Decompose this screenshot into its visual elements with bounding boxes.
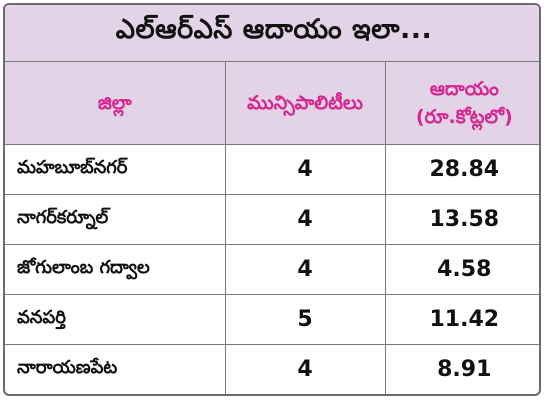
municipalities-cell: 4 [224, 244, 386, 295]
table-title: ఎల్ఆర్ఎస్ ఆదాయం ఇలా... [5, 5, 539, 62]
municipalities-cell: 4 [224, 194, 386, 245]
column-header-revenue: ఆదాయం (రూ.కోట్లలో) [384, 61, 539, 145]
table-row: జోగులాంబ గద్వాల 4 4.58 [5, 244, 539, 295]
table-row: మహబూబ్‌నగర్ 4 28.84 [5, 144, 539, 195]
revenue-cell: 8.91 [384, 344, 539, 394]
column-header-revenue-label: ఆదాయం [429, 77, 499, 100]
district-cell: జోగులాంబ గద్వాల [5, 244, 226, 295]
district-cell: నాగర్‌కర్నూల్ [5, 194, 226, 245]
title-row: ఎల్ఆర్ఎస్ ఆదాయం ఇలా... [5, 5, 539, 62]
revenue-cell: 28.84 [384, 144, 539, 195]
district-cell: మహబూబ్‌నగర్ [5, 144, 226, 195]
municipalities-cell: 5 [224, 294, 386, 345]
table-row: నాగర్‌కర్నూల్ 4 13.58 [5, 194, 539, 245]
revenue-cell: 11.42 [384, 294, 539, 345]
district-cell: వనపర్తి [5, 294, 226, 345]
revenue-cell: 4.58 [384, 244, 539, 295]
header-row: జిల్లా మున్సిపాలిటీలు ఆదాయం (రూ.కోట్లలో) [5, 61, 539, 145]
table-row: నారాయణపేట 4 8.91 [5, 344, 539, 394]
revenue-cell: 13.58 [384, 194, 539, 245]
municipalities-cell: 4 [224, 144, 386, 195]
lrs-revenue-table: ఎల్ఆర్ఎస్ ఆదాయం ఇలా... జిల్లా మున్సిపాలి… [5, 5, 539, 394]
column-header-revenue-unit: (రూ.కోట్లలో) [415, 106, 513, 128]
lrs-revenue-table-card: ఎల్ఆర్ఎస్ ఆదాయం ఇలా... జిల్లా మున్సిపాలి… [3, 3, 541, 396]
table-row: వనపర్తి 5 11.42 [5, 294, 539, 345]
column-header-municipalities: మున్సిపాలిటీలు [224, 61, 386, 145]
municipalities-cell: 4 [224, 344, 386, 394]
district-cell: నారాయణపేట [5, 344, 226, 394]
column-header-district: జిల్లా [5, 61, 226, 145]
